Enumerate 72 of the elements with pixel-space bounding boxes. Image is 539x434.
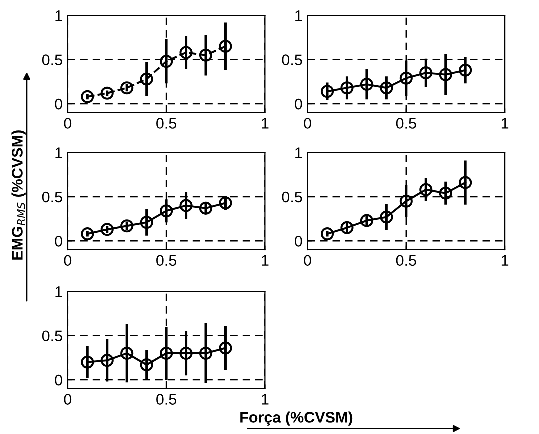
- point: [380, 82, 394, 95]
- y-tick-label: 0: [55, 374, 62, 386]
- point: [320, 228, 334, 241]
- point: [160, 204, 174, 218]
- x-tick-label: 0.5: [156, 394, 177, 405]
- point: [400, 194, 413, 208]
- point: [120, 346, 134, 360]
- point: [180, 199, 193, 212]
- y-tick-label: 1: [56, 10, 62, 22]
- point: [199, 202, 213, 215]
- point: [439, 186, 452, 200]
- point: [140, 72, 154, 86]
- y-tick-label: 0: [295, 98, 302, 110]
- point: [380, 210, 394, 224]
- point: [180, 346, 193, 360]
- point: [160, 55, 174, 68]
- point: [459, 64, 472, 77]
- point: [100, 223, 114, 236]
- point: [120, 82, 134, 95]
- point: [219, 40, 232, 54]
- point: [81, 90, 94, 104]
- x-tick-label: 0.5: [156, 118, 177, 129]
- point: [400, 72, 413, 85]
- point: [140, 216, 154, 230]
- y-tick-label: 1: [56, 286, 62, 298]
- x-tick-label: 0.5: [396, 118, 416, 129]
- x-tick-label: 1: [502, 255, 509, 266]
- point: [320, 85, 334, 98]
- point: [219, 342, 232, 355]
- point: [100, 86, 114, 100]
- point: [340, 221, 354, 234]
- x-tick-label: 0: [304, 118, 312, 129]
- point: [219, 196, 232, 210]
- y-tick-label: 0.5: [42, 192, 62, 203]
- point: [439, 68, 452, 82]
- y-axis-title: EMG$_{RMS}$ (%CVSM): [12, 130, 26, 260]
- point: [360, 214, 374, 228]
- y-tick-label: 0.5: [282, 54, 302, 66]
- point: [340, 82, 354, 95]
- point: [199, 346, 213, 360]
- y-tick-label: 1: [56, 148, 62, 158]
- x-tick-label: 1: [262, 118, 269, 129]
- y-tick-label: 0.5: [42, 54, 62, 66]
- y-tick-label: 1: [296, 10, 302, 22]
- point: [81, 228, 94, 241]
- x-tick-label: 1: [502, 118, 509, 129]
- point: [360, 78, 374, 92]
- point: [459, 176, 472, 190]
- y-tick-label: 0.5: [282, 192, 302, 203]
- x-tick-label: 0.5: [396, 255, 416, 266]
- x-tick-label: 0: [304, 255, 312, 266]
- x-axis-title: Força (%CVSM): [240, 412, 353, 426]
- point: [140, 358, 154, 372]
- point: [199, 48, 213, 62]
- point: [420, 66, 433, 80]
- point: [160, 346, 174, 360]
- point: [420, 183, 433, 196]
- x-tick-label: 0: [64, 255, 72, 266]
- x-tick-label: 1: [262, 255, 269, 266]
- y-tick-label: 0: [55, 98, 62, 110]
- point: [81, 356, 94, 369]
- y-tick-label: 0: [55, 236, 62, 247]
- point: [100, 354, 114, 368]
- x-tick-label: 1: [262, 394, 269, 405]
- x-tick-label: 0: [64, 118, 72, 129]
- point: [120, 220, 134, 233]
- x-tick-label: 0: [64, 394, 72, 405]
- y-tick-label: 0.5: [42, 330, 62, 342]
- point: [180, 46, 193, 60]
- y-tick-label: 0: [295, 236, 302, 247]
- y-tick-label: 1: [296, 148, 302, 158]
- x-tick-label: 0.5: [156, 255, 177, 266]
